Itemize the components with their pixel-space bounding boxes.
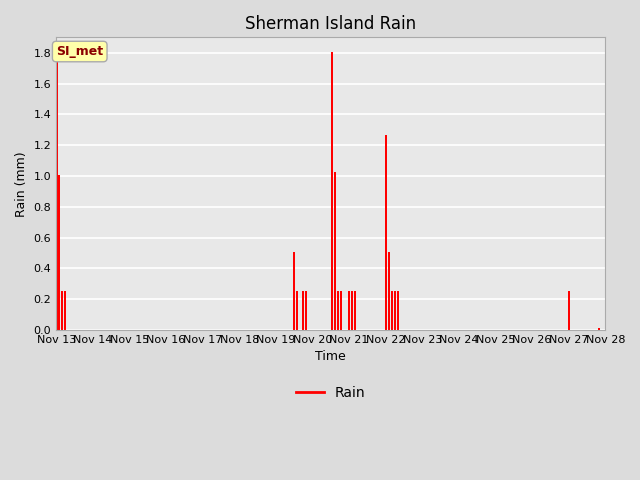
X-axis label: Time: Time <box>316 350 346 363</box>
Text: SI_met: SI_met <box>56 45 103 58</box>
Y-axis label: Rain (mm): Rain (mm) <box>15 151 28 216</box>
Legend: Rain: Rain <box>291 380 371 405</box>
Title: Sherman Island Rain: Sherman Island Rain <box>245 15 416 33</box>
